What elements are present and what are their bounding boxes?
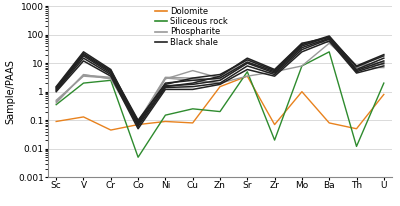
Dolomite: [108, 129, 113, 131]
Dolomite: [136, 123, 140, 126]
Black shale: [300, 42, 304, 44]
Black shale: [163, 85, 168, 88]
Black shale: [81, 51, 86, 53]
Siliceous rock: [81, 82, 86, 84]
Dolomite: [245, 75, 250, 77]
Y-axis label: Sample/PAAS: Sample/PAAS: [5, 59, 15, 124]
Dolomite: [327, 122, 332, 124]
Dolomite: [54, 120, 58, 123]
Dolomite: [272, 123, 277, 126]
Siliceous rock: [327, 51, 332, 53]
Phospharite: [136, 122, 140, 124]
Black shale: [354, 65, 359, 67]
Phospharite: [272, 70, 277, 73]
Legend: Dolomite, Siliceous rock, Phospharite, Black shale: Dolomite, Siliceous rock, Phospharite, B…: [155, 7, 228, 47]
Phospharite: [54, 99, 58, 102]
Dolomite: [190, 122, 195, 124]
Phospharite: [81, 75, 86, 77]
Black shale: [327, 36, 332, 39]
Siliceous rock: [382, 82, 386, 84]
Dolomite: [81, 116, 86, 118]
Phospharite: [382, 66, 386, 69]
Dolomite: [354, 128, 359, 130]
Line: Dolomite: Dolomite: [56, 76, 384, 130]
Phospharite: [190, 79, 195, 82]
Phospharite: [163, 77, 168, 79]
Siliceous rock: [136, 156, 140, 158]
Phospharite: [327, 42, 332, 44]
Line: Siliceous rock: Siliceous rock: [56, 52, 384, 157]
Dolomite: [300, 90, 304, 93]
Phospharite: [354, 66, 359, 69]
Phospharite: [108, 77, 113, 79]
Black shale: [245, 57, 250, 59]
Dolomite: [218, 85, 222, 88]
Siliceous rock: [218, 110, 222, 113]
Dolomite: [382, 93, 386, 96]
Phospharite: [300, 65, 304, 67]
Siliceous rock: [54, 103, 58, 106]
Black shale: [190, 82, 195, 84]
Black shale: [108, 68, 113, 71]
Line: Black shale: Black shale: [56, 37, 384, 123]
Black shale: [382, 53, 386, 56]
Dolomite: [163, 120, 168, 123]
Siliceous rock: [190, 108, 195, 110]
Black shale: [218, 75, 222, 77]
Siliceous rock: [245, 70, 250, 73]
Siliceous rock: [300, 65, 304, 67]
Siliceous rock: [272, 139, 277, 141]
Phospharite: [218, 82, 222, 84]
Black shale: [272, 68, 277, 71]
Phospharite: [245, 75, 250, 77]
Black shale: [136, 122, 140, 124]
Siliceous rock: [163, 114, 168, 116]
Line: Phospharite: Phospharite: [56, 43, 384, 123]
Siliceous rock: [354, 145, 359, 148]
Black shale: [54, 85, 58, 88]
Siliceous rock: [108, 79, 113, 82]
